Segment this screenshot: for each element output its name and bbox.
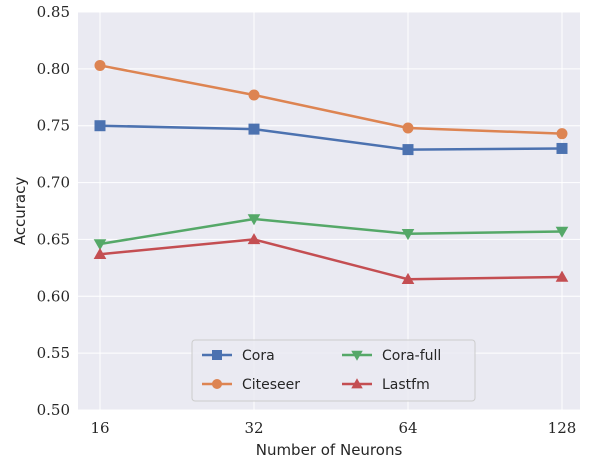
x-axis-label: Number of Neurons: [256, 441, 403, 459]
y-tick-label: 0.85: [37, 3, 70, 21]
series-lastfm: [93, 233, 569, 284]
data-point: [351, 378, 363, 389]
series-citeseer: [94, 59, 568, 140]
data-point: [556, 142, 568, 154]
y-tick-label: 0.55: [37, 344, 70, 362]
series-group: [93, 59, 569, 284]
data-point: [351, 350, 363, 361]
series-cora-full: [93, 214, 569, 251]
series-line-cora: [99, 124, 563, 151]
legend-item: Citeseer: [202, 377, 300, 393]
data-point: [555, 226, 569, 238]
y-tick-label: 0.60: [37, 287, 70, 305]
x-tick-labels: 16 32 64 128: [90, 419, 576, 437]
legend-label: Lastfm: [382, 377, 430, 393]
y-tick-label: 0.75: [37, 117, 70, 135]
series-cora: [94, 120, 568, 156]
legend-item: Lastfm: [342, 377, 430, 393]
legend-item: Cora: [202, 348, 275, 364]
series-line-citeseer: [99, 64, 563, 135]
data-point: [212, 350, 222, 360]
legend-box: [191, 339, 476, 402]
x-tick-label: 16: [90, 419, 109, 437]
x-tick-label: 32: [244, 419, 263, 437]
data-point: [94, 59, 106, 71]
legend-label: Citeseer: [242, 377, 300, 393]
legend-label: Cora: [242, 348, 275, 364]
data-point: [94, 120, 106, 132]
y-tick-label: 0.50: [37, 401, 70, 419]
data-point: [402, 144, 414, 156]
data-point: [212, 379, 222, 389]
series-line-cora-full: [99, 217, 563, 246]
legend: Cora Citeseer Cora-full Lastfm: [191, 339, 476, 402]
y-tick-label: 0.65: [37, 230, 70, 248]
data-point: [247, 214, 261, 226]
x-tick-label: 64: [398, 419, 417, 437]
y-axis-label: Accuracy: [11, 177, 29, 246]
data-point: [93, 247, 107, 259]
data-point: [402, 122, 414, 134]
y-tick-label: 0.80: [37, 60, 70, 78]
y-tick-label: 0.70: [37, 174, 70, 192]
series-line-lastfm: [99, 238, 563, 281]
data-point: [248, 123, 260, 135]
data-point: [555, 270, 569, 282]
legend-item: Cora-full: [342, 348, 441, 364]
x-tick-label: 128: [548, 419, 577, 437]
data-point: [248, 89, 260, 101]
data-point: [401, 272, 415, 284]
data-point: [247, 233, 261, 245]
data-point: [93, 239, 107, 251]
legend-label: Cora-full: [382, 348, 441, 364]
y-tick-labels: 0.50 0.55 0.60 0.65 0.70 0.75 0.80 0.85: [37, 3, 70, 419]
data-point: [401, 228, 415, 241]
data-point: [556, 128, 568, 140]
